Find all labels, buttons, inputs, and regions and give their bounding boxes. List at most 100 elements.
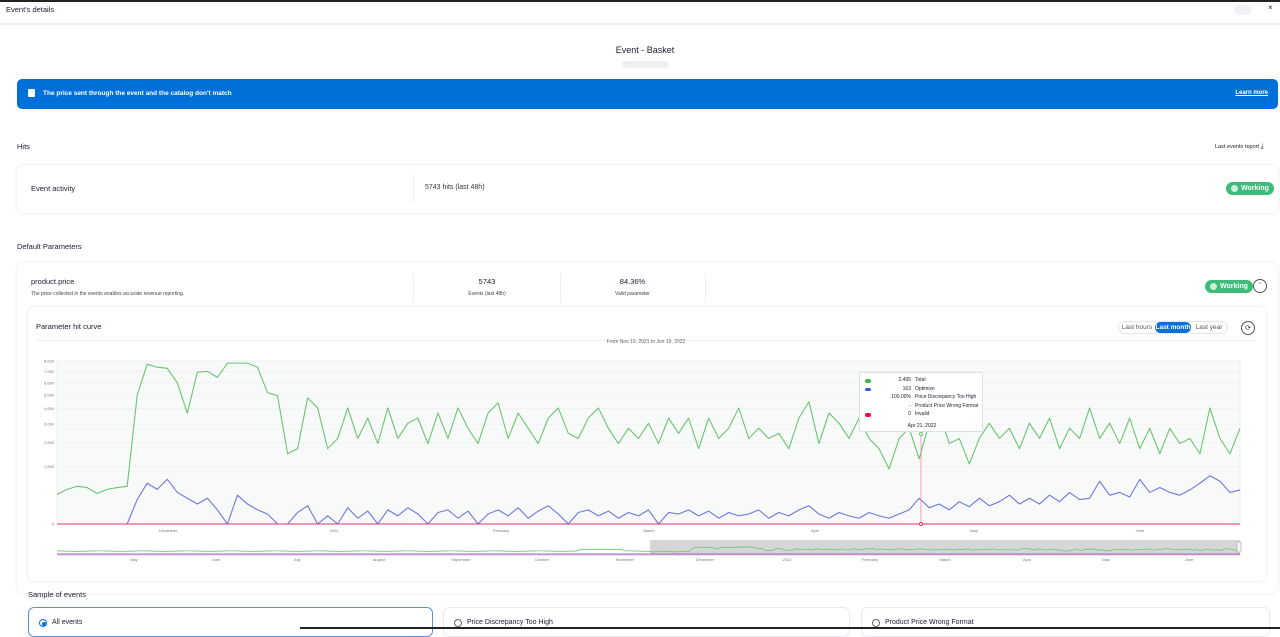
refresh-icon: ⟳ xyxy=(1245,325,1251,332)
series-line-total xyxy=(56,362,1241,495)
radio-selected[interactable] xyxy=(39,619,47,627)
y-tick-label: 5,000 xyxy=(44,393,55,398)
y-tick-label: 3,000 xyxy=(44,422,55,427)
learn-more-link[interactable]: Learn more xyxy=(1235,90,1268,96)
y-tick-label: 0 xyxy=(52,522,55,527)
tooltip-label: Price Discrepancy Too High xyxy=(915,394,977,401)
stat-valid: 84.36% Valid parameter xyxy=(560,277,705,297)
window-titlebar: Event's details × xyxy=(0,0,1280,25)
option-label: Product Price Wrong Format xyxy=(885,619,974,626)
sample-option-wrong-format[interactable]: Product Price Wrong Format xyxy=(861,607,1270,637)
legend-marker xyxy=(865,413,871,417)
report-label: Last events report xyxy=(1215,144,1260,150)
hover-point xyxy=(919,432,923,436)
navigator-handle[interactable] xyxy=(1236,541,1242,553)
divider xyxy=(705,273,706,303)
status-text: Working xyxy=(1241,185,1269,192)
y-tick-label: 7,000 xyxy=(44,369,55,374)
hover-point xyxy=(919,522,923,526)
tooltip-label: Product Price Wrong Format xyxy=(915,402,979,409)
tooltip-value: 2,495 xyxy=(898,377,911,383)
tooltip-row: 163 Optimize xyxy=(864,386,982,394)
navigator-tick-label: June xyxy=(1185,557,1194,562)
option-label: All events xyxy=(52,619,83,626)
stat-label: Valid parameter xyxy=(615,291,650,297)
navigator-tick-label: 2022 xyxy=(783,557,793,562)
tooltip-row: 2,495 Total xyxy=(864,377,982,385)
tooltip-value: 100.00% xyxy=(891,394,911,401)
window-title: Event's details xyxy=(6,5,55,14)
navigator-tick-label: April xyxy=(1023,557,1031,562)
x-tick-label: May xyxy=(970,528,978,533)
tooltip-label: Invalid xyxy=(915,411,930,418)
default-parameters-title: Default Parameters xyxy=(17,242,82,251)
y-tick-label: 1,000 xyxy=(44,464,55,469)
check-icon xyxy=(1231,185,1238,192)
event-activity-label: Event activity xyxy=(31,184,76,193)
page-title: Event - Basket xyxy=(615,45,675,55)
close-icon[interactable]: × xyxy=(1268,3,1273,12)
navigator-tick-label: February xyxy=(862,557,878,562)
navigator-tick-label: May xyxy=(1102,557,1110,562)
navigator-tick-label: July xyxy=(293,557,300,562)
date-range-text: From Nov 10, 2021 to Jun 19, 2022 xyxy=(606,339,686,345)
radio[interactable] xyxy=(454,619,462,627)
tooltip-value: - xyxy=(909,402,911,409)
status-badge: Working xyxy=(1205,280,1253,293)
series-line-optimize xyxy=(57,475,1241,525)
x-tick-label: June xyxy=(1136,528,1145,533)
check-icon xyxy=(1210,283,1217,290)
navigator-tick-label: October xyxy=(535,557,550,562)
navigator-tick-label: June xyxy=(212,557,221,562)
alert-text: The price sent through the event and the… xyxy=(43,90,232,97)
navigator-tick-label: May xyxy=(130,557,138,562)
refresh-button[interactable]: ⟳ xyxy=(1241,321,1255,335)
divider xyxy=(560,273,561,303)
status-badge: Working xyxy=(1226,182,1274,195)
tooltip-label: Total xyxy=(915,377,926,383)
alert-icon xyxy=(28,89,35,97)
y-tick-label: 8,000 xyxy=(44,359,55,364)
stat-events: 5743 Events (last 48h) xyxy=(414,277,560,297)
legend-marker xyxy=(865,387,871,392)
tooltip-label: Optimize xyxy=(915,385,935,392)
last-events-report-link[interactable]: Last events report ⤓ xyxy=(1215,143,1264,151)
tooltip-row: 100.00% Price Discrepancy Too High xyxy=(864,394,982,402)
legend-marker xyxy=(865,379,871,383)
collapse-button[interactable]: ˆ xyxy=(1253,279,1267,293)
param-name: product.price xyxy=(31,277,75,286)
y-tick-label: 4,000 xyxy=(44,406,55,411)
navigator-series-total xyxy=(56,546,1238,553)
divider xyxy=(36,340,1256,341)
x-tick-label: April xyxy=(811,528,819,533)
range-last-month[interactable]: Last month xyxy=(1155,322,1191,333)
stat-value: 5743 xyxy=(478,277,496,286)
window-control[interactable] xyxy=(1234,5,1252,15)
radio[interactable] xyxy=(872,619,880,627)
sample-option-all-events[interactable]: All events xyxy=(28,607,433,637)
tooltip-value: 0 xyxy=(908,411,911,418)
hit-curve-title: Parameter hit curve xyxy=(36,322,102,331)
x-tick-label: 2022 xyxy=(330,528,340,533)
alert-banner: The price sent through the event and the… xyxy=(17,79,1278,109)
stat-value: 84.36% xyxy=(619,277,646,286)
sample-option-price-discrepancy[interactable]: Price Discrepancy Too High xyxy=(443,607,850,637)
hits-value: 5743 hits (last 48h) xyxy=(425,184,485,191)
status-text: Working xyxy=(1220,283,1248,290)
chevron-up-icon: ˆ xyxy=(1258,282,1262,290)
x-tick-label: December xyxy=(159,528,178,533)
divider xyxy=(413,175,414,203)
y-tick-label: 2,000 xyxy=(44,440,55,445)
tooltip-value: 163 xyxy=(902,385,911,392)
range-selector: Last hours Last month Last year xyxy=(1118,321,1228,334)
navigator-tick-label: August xyxy=(373,557,386,562)
navigator-tick-label: December xyxy=(696,557,715,562)
chart-tooltip: 2,495 Total 163 Optimize 100.00% Price Discre… xyxy=(859,372,983,432)
tooltip-row: 0 Invalid xyxy=(864,411,982,419)
range-last-year[interactable]: Last year xyxy=(1195,324,1223,331)
navigator-tick-label: September xyxy=(451,557,471,562)
stat-label: Events (last 48h) xyxy=(468,291,506,297)
taskbar-edge xyxy=(300,627,1280,629)
range-last-hours[interactable]: Last hours xyxy=(1121,324,1153,331)
